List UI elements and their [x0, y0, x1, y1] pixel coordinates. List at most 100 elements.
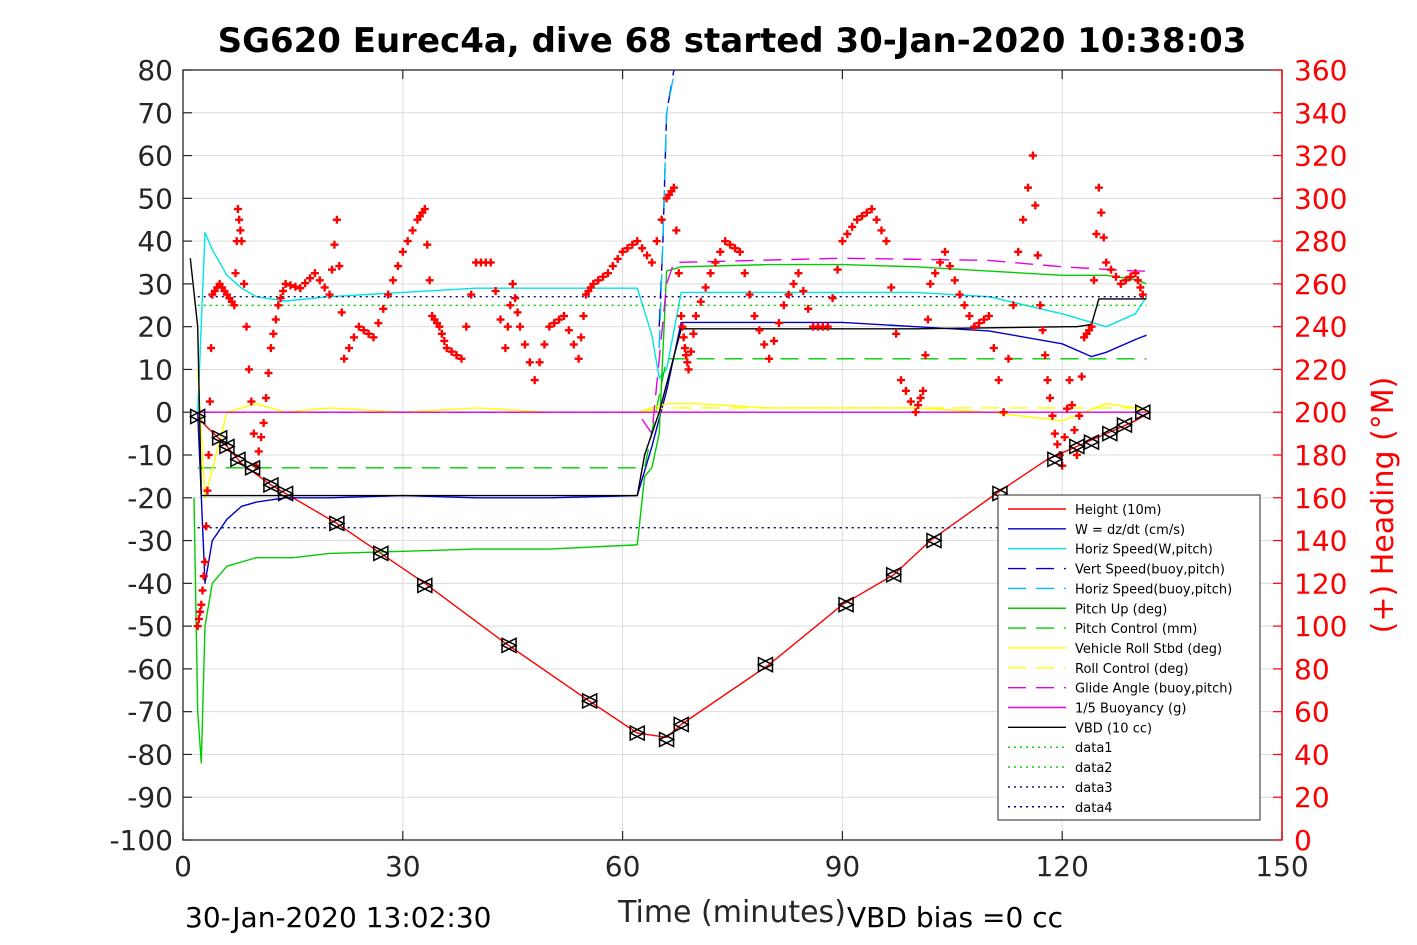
heading-point: [1089, 276, 1098, 285]
heading-point: [240, 279, 249, 288]
depth-marker: [1046, 451, 1064, 468]
y-right-tick-label: 320: [1294, 140, 1347, 173]
legend-entry-label: Height (10m): [1075, 503, 1161, 518]
heading-point: [970, 322, 979, 331]
heading-point: [550, 319, 559, 328]
y-right-tick-label: 20: [1294, 781, 1330, 814]
y-tick-label: 0: [155, 396, 173, 429]
heading-point: [623, 244, 632, 253]
heading-point: [281, 279, 290, 288]
heading-point: [440, 336, 449, 345]
y-right-tick-label: 300: [1294, 182, 1347, 215]
heading-point: [513, 308, 522, 317]
x-tick-label: 150: [1255, 850, 1308, 883]
heading-point: [349, 333, 358, 342]
heading-point: [726, 240, 735, 249]
heading-point: [231, 269, 240, 278]
heading-point: [1043, 376, 1052, 385]
heading-point: [437, 329, 446, 338]
legend-entry-label: W = dz/dt (cm/s): [1075, 523, 1185, 538]
heading-point: [1004, 354, 1013, 363]
legend-entry-label: 1/5 Buoyancy (g): [1075, 702, 1186, 717]
ticks: 0 30 60 90 120 15080706050403020100-10-20-30-…: [109, 54, 1347, 883]
depth-marker: [1101, 425, 1119, 442]
y-tick-label: 30: [137, 268, 173, 301]
heading-point: [657, 215, 666, 224]
heading-point: [525, 358, 534, 367]
legend-entry-label: data2: [1075, 761, 1113, 776]
heading-point: [1050, 429, 1059, 438]
series-line-6: [197, 358, 1147, 469]
series-line-2: [197, 231, 1148, 413]
heading-point: [545, 322, 554, 331]
heading-point: [262, 393, 271, 402]
footer-vbd-bias: VBD bias =0 cc: [847, 901, 1063, 934]
heading-point: [672, 226, 681, 235]
heading-point: [706, 269, 715, 278]
y-tick-label: 60: [137, 140, 173, 173]
heading-point: [559, 311, 568, 320]
heading-point: [520, 340, 529, 349]
heading-point: [516, 322, 525, 331]
y-tick-label: -20: [127, 482, 173, 515]
heading-point: [984, 311, 993, 320]
heading-point: [1092, 229, 1101, 238]
heading-point: [735, 247, 744, 256]
heading-point: [872, 215, 881, 224]
y-right-tick-label: 220: [1294, 353, 1347, 386]
heading-point: [892, 329, 901, 338]
heading-point: [447, 347, 456, 356]
heading-point: [862, 208, 871, 217]
heading-point: [1045, 393, 1054, 402]
y-right-tick-label: 180: [1294, 439, 1347, 472]
heading-point: [247, 397, 256, 406]
heading-point: [574, 354, 583, 363]
heading-point: [205, 397, 214, 406]
heading-point: [325, 290, 334, 299]
heading-point: [244, 365, 253, 374]
legend-entry-label: Horiz Speed(buoy,pitch): [1075, 582, 1232, 597]
depth-marker: [925, 532, 943, 549]
heading-point: [701, 283, 710, 292]
heading-point: [750, 311, 759, 320]
y-right-tick-label: 80: [1294, 653, 1330, 686]
depth-marker: [188, 408, 207, 425]
heading-point: [315, 276, 324, 285]
heading-point: [1028, 151, 1037, 160]
y-tick-label: -10: [127, 439, 173, 472]
heading-point: [882, 237, 891, 246]
heading-point: [254, 447, 263, 456]
heading-point: [980, 315, 989, 324]
series-line-5: [193, 263, 1147, 764]
y-tick-label: 20: [137, 311, 173, 344]
heading-point: [486, 258, 495, 267]
y-right-tick-label: 140: [1294, 525, 1347, 558]
heading-point: [354, 322, 363, 331]
x-tick-label: 0: [174, 850, 192, 883]
legend: Height (10m) W = dz/dt (cm/s) Horiz Speed(…: [997, 494, 1261, 821]
heading-point: [197, 600, 206, 609]
y-right-tick-label: 100: [1294, 610, 1347, 643]
heading-point: [965, 311, 974, 320]
depth-marker: [885, 566, 903, 583]
heading-point: [1065, 376, 1074, 385]
heading-point: [683, 358, 692, 367]
y-tick-label: -50: [127, 610, 173, 643]
heading-point: [379, 304, 388, 313]
heading-point: [613, 254, 622, 263]
heading-point: [1107, 265, 1116, 274]
heading-point: [931, 269, 940, 278]
depth-marker: [756, 656, 775, 673]
y-tick-label: -100: [109, 824, 173, 857]
heading-point: [680, 344, 689, 353]
heading-point: [696, 297, 705, 306]
heading-point: [398, 247, 407, 256]
heading-point: [1087, 322, 1096, 331]
heading-point: [994, 376, 1003, 385]
heading-point: [237, 237, 246, 246]
legend-entry-label: Pitch Control (mm): [1075, 622, 1197, 637]
heading-point: [1077, 372, 1086, 381]
y-tick-label: -80: [127, 738, 173, 771]
heading-point: [345, 344, 354, 353]
chart-title: SG620 Eurec4a, dive 68 started 30-Jan-20…: [218, 21, 1247, 61]
